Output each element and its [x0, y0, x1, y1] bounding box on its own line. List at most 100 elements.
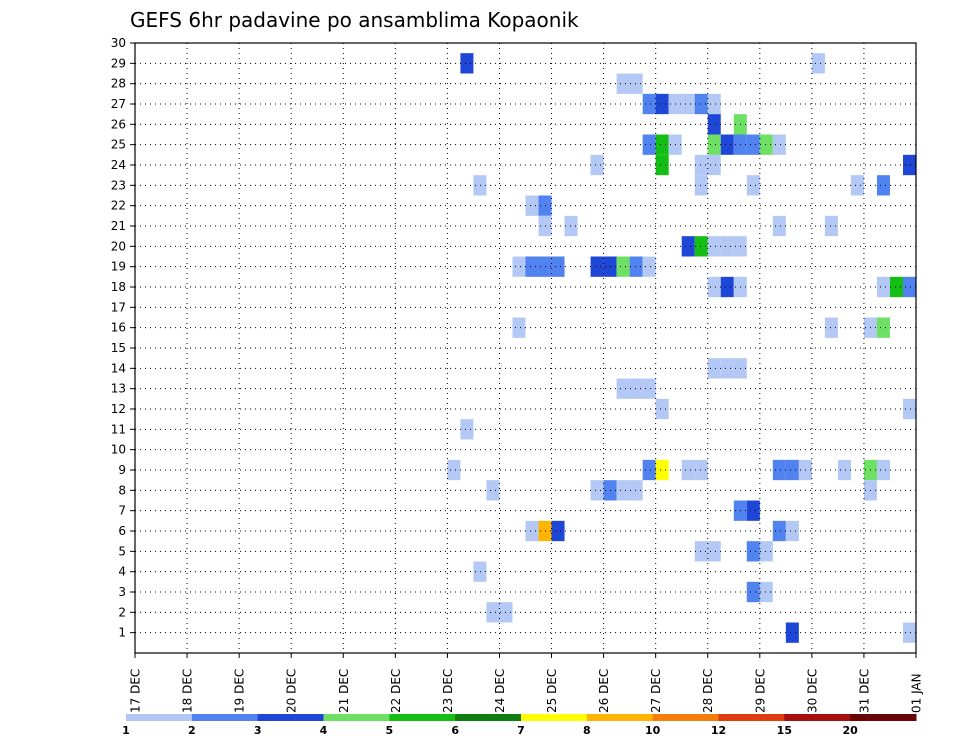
heatmap-cell — [564, 215, 578, 237]
x-tick-label: 20 DEC — [285, 669, 299, 713]
heatmap-cell — [720, 358, 734, 379]
x-tick-label: 29 DEC — [753, 669, 767, 713]
heatmap-cell — [486, 602, 500, 623]
heatmap-cell — [486, 480, 500, 501]
heatmap-cell — [707, 134, 721, 155]
heatmap-cell — [629, 256, 643, 277]
colorbar-swatch — [586, 714, 654, 721]
heatmap-cell — [746, 541, 760, 562]
y-tick-label: 3 — [118, 585, 126, 599]
x-tick-label: 25 DEC — [545, 669, 559, 713]
heatmap-cell — [642, 459, 656, 481]
heatmap-cell — [551, 520, 565, 542]
y-tick-label: 5 — [118, 544, 126, 558]
y-tick-label: 13 — [111, 382, 126, 396]
heatmap-cell — [616, 480, 630, 501]
colorbar-swatch — [652, 714, 719, 721]
y-tick-label: 26 — [111, 117, 126, 131]
heatmap-cell — [694, 459, 708, 481]
x-tick-label: 26 DEC — [597, 669, 611, 713]
heatmap-cell — [876, 459, 890, 481]
chart-axes: 1234567891011121314151617181920212223242… — [111, 36, 924, 713]
heatmap-cell — [746, 175, 760, 196]
heatmap-cell — [759, 581, 773, 603]
y-tick-label: 22 — [111, 199, 126, 213]
y-tick-label: 19 — [111, 260, 126, 274]
heatmap-cell — [772, 215, 786, 237]
colorbar-swatch — [257, 714, 324, 721]
heatmap-cell — [902, 622, 916, 643]
chart-title: GEFS 6hr padavine po ansamblima Kopaonik — [130, 8, 579, 32]
heatmap-cell — [746, 134, 760, 155]
heatmap-cell — [460, 419, 474, 440]
heatmap-cell — [655, 154, 669, 176]
y-tick-label: 25 — [111, 138, 126, 152]
x-tick-label: 17 DEC — [129, 669, 143, 713]
heatmap-cell — [785, 459, 799, 481]
y-tick-label: 12 — [111, 402, 126, 416]
heatmap-cell — [629, 73, 643, 94]
colorbar-swatch — [191, 714, 259, 721]
y-tick-label: 7 — [118, 504, 126, 518]
colorbar-label: 5 — [386, 724, 394, 737]
heatmap-cell — [694, 541, 708, 562]
heatmap-cell — [720, 236, 734, 257]
colorbar-label: 20 — [843, 724, 859, 737]
heatmap-cell — [473, 561, 487, 582]
heatmap-cell — [850, 175, 864, 196]
colorbar-swatch — [126, 714, 193, 721]
heatmap-cell — [785, 520, 799, 542]
heatmap-cell — [694, 175, 708, 196]
heatmap-cell — [525, 195, 539, 216]
y-tick-label: 18 — [111, 280, 126, 294]
colorbar-label: 4 — [320, 724, 328, 737]
heatmap-cell — [642, 93, 656, 115]
heatmap-cell — [772, 134, 786, 155]
heatmap-cell — [876, 317, 890, 338]
heatmap-cell — [629, 378, 643, 399]
x-tick-label: 19 DEC — [233, 669, 247, 713]
heatmap-cell — [785, 622, 799, 643]
colorbar-label: 7 — [517, 724, 525, 737]
colorbar-swatch — [718, 714, 785, 721]
heatmap-cell — [811, 53, 825, 74]
heatmap-cell — [681, 93, 695, 115]
heatmap-cell — [616, 73, 630, 94]
heatmap-cell — [642, 256, 656, 277]
heatmap-cell — [720, 134, 734, 155]
x-tick-label: 28 DEC — [701, 669, 715, 713]
colorbar-swatch — [323, 714, 390, 721]
heatmap-cell — [590, 480, 604, 501]
y-tick-label: 9 — [118, 463, 126, 477]
y-tick-label: 4 — [118, 565, 126, 579]
heatmap-cell — [772, 459, 786, 481]
colorbar-swatch — [850, 714, 917, 721]
x-tick-label: 22 DEC — [389, 669, 403, 713]
heatmap-cell — [694, 236, 708, 257]
y-tick-label: 23 — [111, 178, 126, 192]
heatmap-cell — [616, 256, 630, 277]
x-tick-label: 01 JAN — [910, 673, 924, 713]
y-tick-label: 27 — [111, 97, 126, 111]
x-tick-label: 30 DEC — [805, 669, 819, 713]
x-tick-label: 27 DEC — [649, 669, 663, 713]
heatmap-cell — [707, 236, 721, 257]
heatmap-cell — [707, 154, 721, 176]
colorbar-label: 1 — [122, 724, 130, 737]
y-tick-label: 28 — [111, 77, 126, 91]
y-tick-label: 21 — [111, 219, 126, 233]
colorbar-swatch — [521, 714, 588, 721]
heatmap-cell — [707, 93, 721, 115]
colorbar-swatch — [784, 714, 851, 721]
heatmap-cell — [902, 154, 916, 176]
heatmap-cell — [707, 276, 721, 298]
heatmap-cell — [681, 459, 695, 481]
heatmap-cell — [694, 154, 708, 176]
y-tick-label: 6 — [118, 524, 126, 538]
heatmap-cell — [902, 398, 916, 420]
colorbar-label: 2 — [188, 724, 196, 737]
heatmap-cell — [720, 276, 734, 298]
colorbar-label: 15 — [777, 724, 792, 737]
heatmap-cell — [447, 459, 461, 481]
colorbar: 1 2 3 4 5 6 7 8 10 12 15 20 — [122, 714, 917, 737]
